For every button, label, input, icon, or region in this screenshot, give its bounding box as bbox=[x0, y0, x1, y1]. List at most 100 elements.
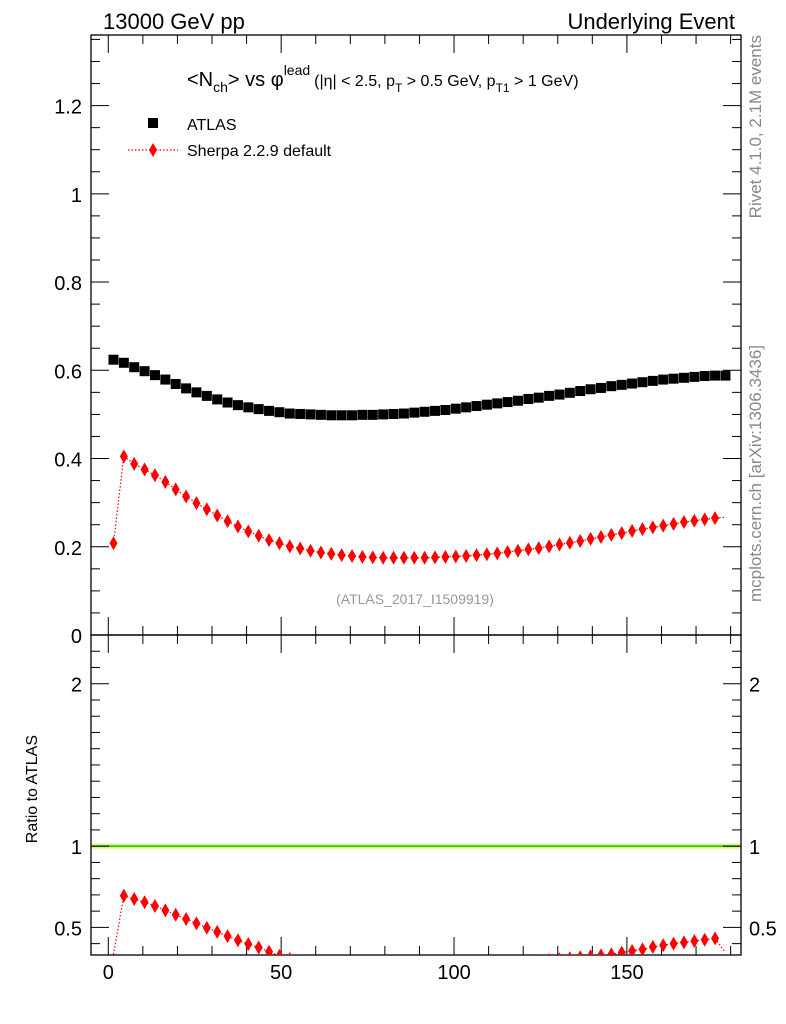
atlas-point bbox=[398, 408, 409, 419]
atlas-point bbox=[419, 406, 430, 417]
ratio-point bbox=[473, 958, 481, 972]
ratio-point bbox=[587, 949, 594, 955]
ratio-point bbox=[514, 955, 522, 969]
sherpa-point bbox=[306, 543, 315, 558]
ratio-point bbox=[538, 953, 540, 955]
atlas-point bbox=[492, 398, 503, 409]
ratio-point bbox=[577, 950, 583, 955]
ratio-point bbox=[244, 936, 253, 951]
atlas-point bbox=[430, 405, 441, 416]
ratio-point bbox=[547, 953, 551, 955]
sherpa-point bbox=[337, 548, 346, 563]
ratio-point bbox=[711, 931, 720, 946]
ratio-point bbox=[528, 954, 529, 955]
main-plot-y-tick-labels: 0 0.2 0.4 0.6 0.8 1 1.2 bbox=[54, 97, 82, 648]
atlas-point bbox=[471, 401, 482, 412]
sherpa-point bbox=[638, 522, 647, 537]
atlas-point bbox=[678, 372, 689, 383]
atlas-point bbox=[388, 408, 399, 419]
atlas-point bbox=[409, 407, 420, 418]
atlas-point bbox=[502, 397, 513, 408]
x-tick-label: 50 bbox=[270, 962, 292, 984]
main-plot-ticks bbox=[91, 35, 741, 636]
x-axis-tick-labels: 0 50 100 150 bbox=[103, 962, 644, 984]
sherpa-point bbox=[368, 550, 377, 565]
atlas-point bbox=[253, 404, 264, 415]
ratio-point bbox=[327, 958, 335, 972]
atlas-point bbox=[440, 405, 451, 415]
ratio-plot-panel: 0.5 0.5 1 1 2 2 0 50 100 150 Ratio to ATLAS bbox=[24, 634, 777, 984]
legend-sherpa-marker bbox=[149, 143, 157, 157]
atlas-point bbox=[222, 397, 233, 408]
header-left-text: 13000 GeV pp bbox=[103, 9, 245, 34]
atlas-point bbox=[699, 371, 710, 382]
sherpa-point bbox=[296, 541, 305, 556]
title-phi: φ bbox=[271, 69, 284, 91]
ratio-point bbox=[307, 956, 315, 970]
atlas-point bbox=[191, 387, 202, 398]
x-tick-label: 150 bbox=[610, 962, 643, 984]
ratio-point bbox=[213, 924, 222, 939]
ratio-point bbox=[557, 952, 562, 955]
atlas-point bbox=[326, 410, 337, 421]
sherpa-point bbox=[119, 449, 128, 464]
ratio-point bbox=[317, 957, 325, 971]
sherpa-point bbox=[140, 462, 149, 477]
atlas-point bbox=[108, 354, 119, 365]
sherpa-point bbox=[524, 542, 533, 557]
atlas-point bbox=[149, 370, 160, 381]
atlas-point bbox=[595, 382, 606, 393]
atlas-point bbox=[564, 387, 575, 398]
sherpa-point bbox=[202, 502, 211, 517]
sherpa-point bbox=[565, 535, 574, 550]
atlas-point bbox=[243, 402, 254, 413]
ratio-point bbox=[192, 916, 201, 931]
main-plot-panel: 0 0.2 0.4 0.6 0.8 1 1.2 <Nch> vs φlead(|η| < 2… bbox=[54, 34, 742, 648]
atlas-point bbox=[232, 400, 243, 411]
atlas-point bbox=[461, 402, 472, 413]
ratio-point bbox=[390, 960, 398, 974]
atlas-point bbox=[129, 362, 140, 373]
atlas-point bbox=[336, 410, 347, 421]
atlas-point bbox=[367, 409, 378, 420]
sherpa-point bbox=[431, 550, 440, 565]
sherpa-point bbox=[182, 489, 191, 504]
atlas-point bbox=[658, 374, 669, 385]
atlas-point bbox=[616, 379, 627, 390]
title-T-subscript: T bbox=[395, 81, 403, 95]
ratio-y-tick-label-right: 0.5 bbox=[749, 918, 777, 940]
title-cut-3: > 1 GeV) bbox=[510, 73, 579, 90]
sherpa-point bbox=[223, 514, 232, 529]
atlas-point bbox=[264, 405, 275, 416]
ratio-point bbox=[140, 895, 149, 910]
ratio-point bbox=[700, 932, 709, 947]
atlas-point bbox=[284, 408, 295, 419]
atlas-point bbox=[378, 409, 389, 420]
atlas-point bbox=[512, 395, 523, 406]
ratio-y-tick-label-right: 2 bbox=[749, 675, 760, 697]
sherpa-point bbox=[441, 549, 450, 564]
ratio-point bbox=[161, 903, 170, 918]
atlas-point bbox=[212, 394, 223, 405]
sherpa-point bbox=[700, 512, 709, 527]
sherpa-point bbox=[399, 550, 408, 565]
title-gt-vs: > vs bbox=[228, 69, 271, 91]
atlas-point bbox=[668, 373, 679, 384]
atlas-point bbox=[170, 378, 181, 389]
sherpa-point bbox=[358, 549, 367, 564]
ratio-point bbox=[299, 954, 301, 955]
atlas-point bbox=[357, 409, 368, 420]
ratio-point bbox=[669, 936, 678, 951]
main-y-tick-label: 0.4 bbox=[54, 450, 82, 472]
header-right-text: Underlying Event bbox=[567, 9, 735, 34]
atlas-point bbox=[544, 390, 555, 401]
ratio-point bbox=[638, 942, 647, 955]
ratio-plot-y-tick-labels: 0.5 0.5 1 1 2 2 bbox=[54, 675, 777, 941]
ratio-plot-frame bbox=[90, 634, 742, 956]
atlas-point bbox=[295, 408, 306, 419]
sherpa-point bbox=[690, 513, 699, 528]
sherpa-point bbox=[607, 527, 616, 542]
ratio-y-axis-label: Ratio to ATLAS bbox=[24, 735, 41, 843]
ratio-point bbox=[679, 935, 688, 950]
sherpa-point bbox=[669, 516, 678, 531]
